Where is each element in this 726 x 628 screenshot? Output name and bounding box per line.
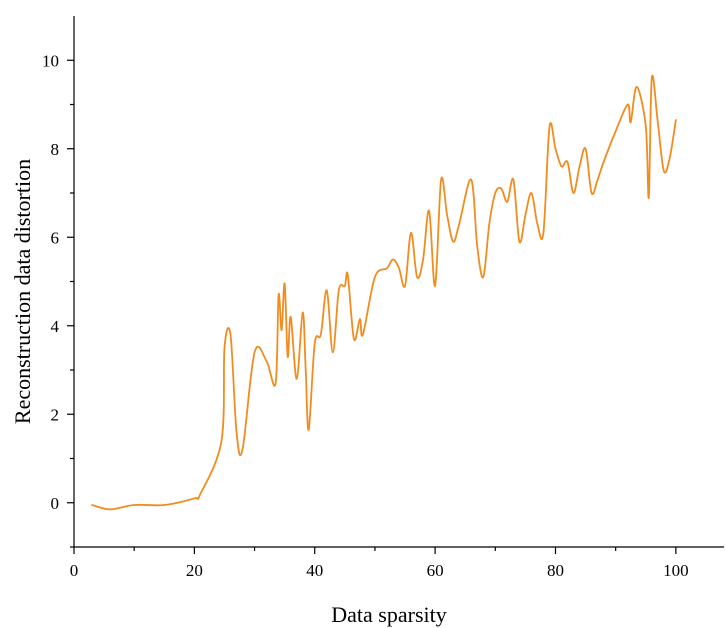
y-tick-label: 10 (42, 51, 59, 70)
y-tick-label: 8 (51, 140, 60, 159)
x-tick-label: 0 (70, 561, 79, 580)
y-axis-ticks: 0 2 4 6 8 10 (42, 51, 74, 548)
y-tick-label: 4 (51, 317, 60, 336)
y-tick-label: 6 (51, 228, 60, 247)
series-layer (91, 74, 677, 511)
y-tick-label: 0 (51, 494, 60, 513)
x-axis-ticks: 0 20 40 60 80 100 (70, 547, 689, 580)
y-axis-label: Reconstruction data distortion (10, 159, 35, 424)
x-tick-label: 80 (547, 561, 564, 580)
x-axis-label: Data sparsity (331, 602, 446, 627)
x-tick-label: 60 (427, 561, 444, 580)
x-tick-label: 20 (186, 561, 203, 580)
x-tick-label: 100 (663, 561, 689, 580)
axes (73, 16, 724, 548)
x-tick-label: 40 (306, 561, 323, 580)
series-line (91, 74, 677, 511)
y-tick-label: 2 (51, 405, 60, 424)
